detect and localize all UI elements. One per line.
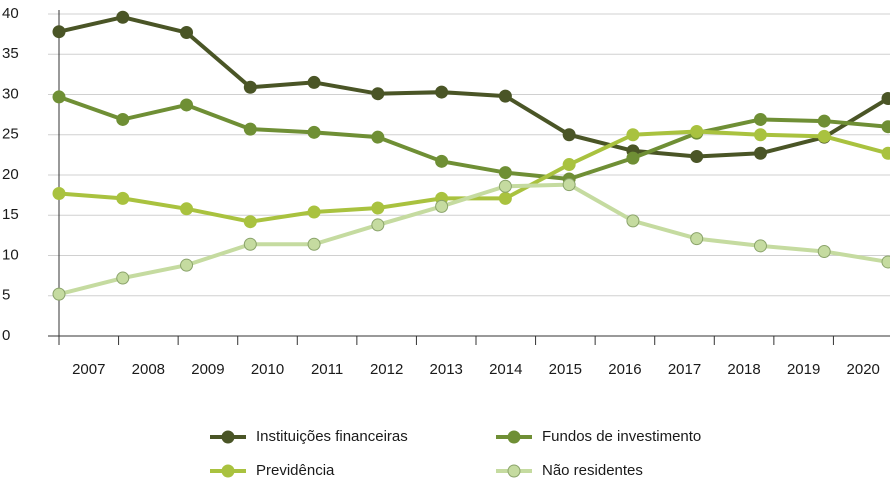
point [626,151,640,165]
point [435,199,449,213]
point [307,237,321,251]
y-tick-label: 15 [2,206,19,223]
point [180,258,194,272]
point [753,128,767,142]
y-tick-label: 30 [2,85,19,102]
point [817,114,831,128]
legend-marker [221,464,235,478]
x-tick-label: 2014 [489,361,522,378]
point [180,98,194,112]
point [180,26,194,40]
point [690,125,704,139]
point [562,178,576,192]
point [690,149,704,163]
x-tick-label: 2012 [370,361,403,378]
y-tick-label: 0 [2,327,10,344]
point [243,122,257,136]
point [52,287,66,301]
point [498,191,512,205]
legend-marker [221,430,235,444]
point [498,179,512,193]
point [180,202,194,216]
point [626,214,640,228]
point [753,146,767,160]
y-tick-label: 20 [2,166,19,183]
point [498,89,512,103]
y-tick-label: 40 [2,5,19,22]
point [307,125,321,139]
point [307,75,321,89]
point [498,166,512,180]
point [243,80,257,94]
x-tick-label: 2011 [311,361,343,378]
x-tick-label: 2019 [787,361,820,378]
x-tick-label: 2008 [132,361,165,378]
point [52,25,66,39]
y-tick-label: 35 [2,45,19,62]
legend-marker [507,430,521,444]
point [626,128,640,142]
x-tick-label: 2007 [72,361,105,378]
x-tick-label: 2015 [549,361,582,378]
point [371,218,385,232]
point [371,87,385,101]
legend-label: Fundos de investimento [542,428,701,445]
x-tick-label: 2017 [668,361,701,378]
x-tick-label: 2013 [430,361,463,378]
series-line [58,15,890,159]
point [435,154,449,168]
point [753,112,767,126]
point [817,129,831,143]
point [116,191,130,205]
x-tick-label: 2010 [251,361,284,378]
series-line [58,182,889,297]
point [371,130,385,144]
series-line [58,95,889,182]
point [817,244,831,258]
x-tick-label: 2016 [608,361,641,378]
point [116,10,130,24]
point [753,239,767,253]
point [116,112,130,126]
legend-marker [507,464,521,478]
y-tick-label: 25 [2,126,19,143]
legend-label: Não residentes [542,462,643,479]
legend-label: Previdência [256,462,335,479]
point [52,187,66,201]
y-tick-label: 10 [2,246,19,263]
point [52,90,66,104]
legend-label: Instituições financeiras [256,428,408,445]
point [562,158,576,172]
point [435,85,449,99]
point [881,146,890,160]
x-tick-label: 2018 [727,361,760,378]
point [881,255,890,269]
y-tick-label: 5 [2,287,10,304]
point [243,215,257,229]
point [690,232,704,246]
point [116,271,130,285]
point [371,201,385,215]
point [881,120,890,134]
x-tick-label: 2009 [191,361,224,378]
point [307,205,321,219]
point [562,128,576,142]
point [881,92,890,106]
point [243,237,257,251]
x-tick-label: 2020 [847,361,880,378]
